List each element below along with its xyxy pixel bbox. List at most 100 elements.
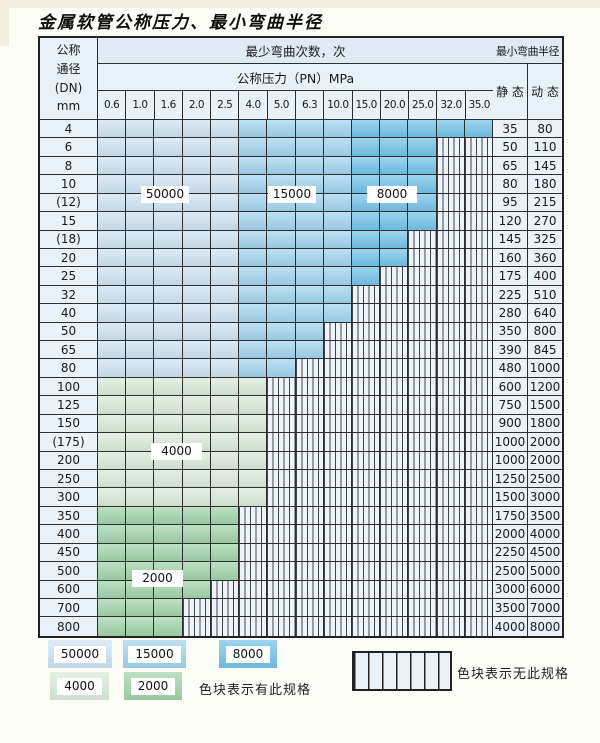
cycle-cell xyxy=(351,248,381,268)
static-radius-cell: 65 xyxy=(493,156,529,176)
static-radius-cell: 1500 xyxy=(493,488,529,507)
cycle-cell xyxy=(154,341,183,360)
cycle-cell xyxy=(98,617,127,636)
cycle-cell xyxy=(239,451,268,471)
cycle-cell xyxy=(436,543,465,563)
cycle-cell xyxy=(323,212,352,231)
cycle-cell xyxy=(464,193,494,213)
static-header: 静 态 xyxy=(493,64,528,120)
cycle-cell xyxy=(436,470,465,489)
static-radius-cell: 2250 xyxy=(493,543,529,563)
cycle-cell xyxy=(210,433,240,452)
cycle-cell xyxy=(464,175,494,194)
cycle-cell xyxy=(267,156,296,176)
dn-header-line: 通径 xyxy=(56,61,81,76)
pressure-value-header: 2.5 xyxy=(211,91,240,120)
cycle-cell xyxy=(154,543,183,563)
static-radius-cell: 480 xyxy=(493,359,529,378)
cycle-cell xyxy=(98,285,127,305)
cycle-cell xyxy=(464,598,494,618)
cycle-cell xyxy=(239,377,268,397)
cycle-cell xyxy=(182,248,211,268)
cycle-cell xyxy=(351,322,381,342)
dn-header-line: mm xyxy=(56,99,81,114)
cycle-cell xyxy=(267,341,296,360)
cycle-cell xyxy=(408,598,437,618)
cycle-cell xyxy=(464,212,494,231)
cycle-cell xyxy=(351,414,381,434)
cycle-cell xyxy=(239,322,268,342)
dn-cell: 15 xyxy=(40,212,98,231)
cycle-cell xyxy=(267,396,296,415)
cycle-cell xyxy=(267,598,296,618)
cycle-cell xyxy=(210,562,240,581)
cycle-cell xyxy=(154,120,183,139)
cycle-cell xyxy=(436,267,465,286)
cycle-cell xyxy=(408,543,437,563)
cycle-cell xyxy=(436,377,465,397)
cycle-cell xyxy=(126,617,155,636)
cycle-cell xyxy=(351,156,381,176)
cycle-cell xyxy=(182,396,211,415)
dn-cell: 25 xyxy=(40,267,98,286)
cycle-cell xyxy=(323,506,352,526)
dn-cell: 65 xyxy=(40,341,98,360)
cycle-cell xyxy=(210,341,240,360)
pressure-value-header: 15.0 xyxy=(352,91,381,120)
static-radius-cell: 350 xyxy=(493,322,529,342)
cycle-cell xyxy=(98,248,127,268)
static-radius-cell: 95 xyxy=(493,193,529,213)
table-row: 700 3500 7000 xyxy=(40,598,563,618)
pressure-value-header: 6.3 xyxy=(295,91,325,120)
dynamic-radius-cell: 7000 xyxy=(528,598,563,618)
no-spec-hatch-swatch xyxy=(352,651,452,691)
cycle-cell xyxy=(98,488,127,507)
cycle-cell xyxy=(239,488,268,507)
cycle-cell xyxy=(182,156,211,176)
cycle-cell xyxy=(464,525,494,544)
cycle-cell xyxy=(323,598,352,618)
legend-swatch-15000: 15000 xyxy=(123,640,186,668)
cycle-cell xyxy=(239,598,268,618)
cycle-count-label: 15000 xyxy=(268,186,316,203)
cycle-cell xyxy=(182,267,211,286)
cycle-cell xyxy=(380,359,409,378)
dynamic-radius-cell: 8000 xyxy=(528,617,563,636)
cycle-cell xyxy=(380,617,409,636)
cycle-cell xyxy=(464,156,494,176)
cycle-cell xyxy=(126,120,155,139)
cycle-cell xyxy=(323,543,352,563)
dynamic-radius-cell: 1200 xyxy=(528,377,563,397)
cycle-cell xyxy=(323,580,352,599)
cycle-cell xyxy=(380,562,409,581)
cycle-cell xyxy=(464,359,494,378)
cycle-cell xyxy=(408,212,437,231)
cycle-cell xyxy=(182,175,211,194)
cycle-cell xyxy=(464,506,494,526)
cycle-cell xyxy=(210,488,240,507)
cycle-cell xyxy=(408,322,437,342)
static-radius-cell: 1000 xyxy=(493,433,529,452)
cycle-cell xyxy=(464,230,494,249)
table-row: 800 4000 8000 xyxy=(40,617,563,636)
cycle-cell xyxy=(295,212,324,231)
cycle-cell xyxy=(408,138,437,157)
cycle-cell xyxy=(126,396,155,415)
cycle-cell xyxy=(351,285,381,305)
hose-spec-table: 公称 通径 (DN) mm 最少弯曲次数，次 公称压力（PN）MPa 0.6 1.0 1.… xyxy=(38,36,564,638)
cycle-cell xyxy=(295,248,324,268)
cycle-cell xyxy=(239,267,268,286)
dn-cell: 125 xyxy=(40,396,98,415)
cycle-cell xyxy=(295,230,324,249)
dn-cell: 200 xyxy=(40,451,98,471)
cycle-cell xyxy=(351,138,381,157)
cycle-cell xyxy=(239,285,268,305)
cycle-cell xyxy=(323,322,352,342)
dn-cell: 50 xyxy=(40,322,98,342)
cycle-cell xyxy=(295,598,324,618)
legend-swatch-8000: 8000 xyxy=(219,640,277,668)
cycle-cell xyxy=(126,598,155,618)
cycle-cell xyxy=(210,322,240,342)
cycle-cell xyxy=(239,470,268,489)
cycle-cell xyxy=(126,414,155,434)
